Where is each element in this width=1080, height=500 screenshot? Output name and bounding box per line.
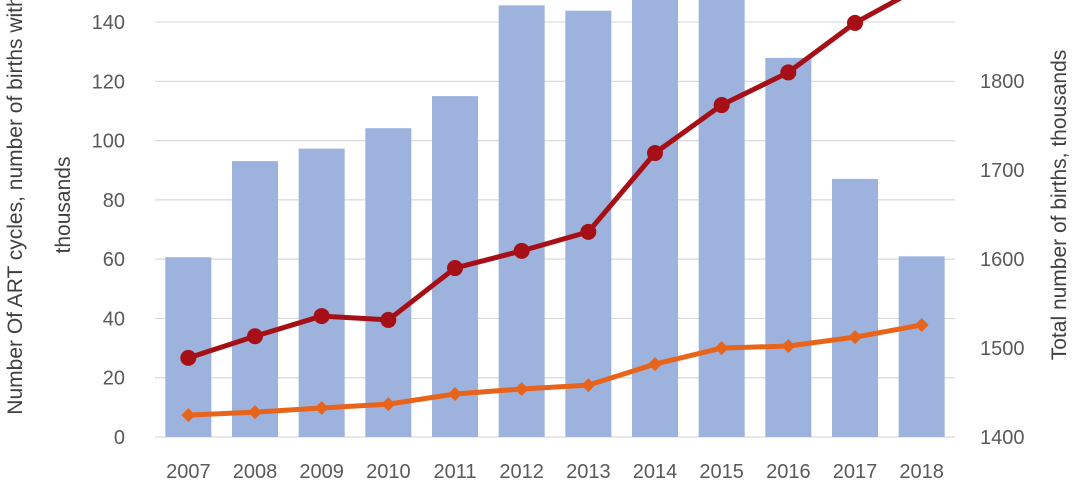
left-tick-label: 80: [103, 190, 125, 212]
data-point: [180, 349, 197, 366]
data-point: [847, 14, 863, 31]
right-tick-label: 1800: [980, 71, 1025, 93]
data-point: [580, 223, 597, 240]
right-tick-label: 1900: [980, 0, 1025, 4]
left-tick-label: 120: [92, 71, 125, 93]
bar: [765, 57, 812, 438]
gridlines: [155, 21, 955, 438]
data-point: [247, 328, 263, 345]
tick-labels: 0 20 40 60 80 100 120 140 1400 1500 1600 1700 1800 19…: [92, 0, 1025, 483]
bar: [232, 161, 278, 437]
bar: [698, 0, 745, 437]
x-tick-label: 2015: [699, 461, 744, 483]
data-point: [447, 260, 463, 277]
right-tick-label: 1500: [980, 338, 1025, 360]
x-tick-label: 2009: [299, 461, 344, 483]
bar: [298, 148, 345, 437]
x-tick-label: 2013: [566, 461, 611, 483]
data-point: [714, 341, 729, 356]
data-point: [248, 405, 262, 420]
bar: [565, 10, 612, 437]
right-tick-label: 1400: [980, 427, 1025, 449]
right-tick-label: 1700: [980, 160, 1025, 182]
line-series: [180, 0, 929, 423]
x-tick-label: 2012: [499, 461, 544, 483]
data-point: [513, 242, 530, 259]
data-point: [448, 387, 462, 402]
bar: [832, 178, 878, 437]
bar: [498, 5, 545, 437]
right-tick-label: 1600: [980, 249, 1025, 271]
bar: [898, 256, 945, 437]
x-tick-label: 2014: [633, 461, 678, 483]
data-point: [713, 97, 730, 114]
data-point: [381, 397, 396, 412]
series-line: [187, 0, 903, 361]
left-tick-label: 40: [103, 308, 125, 330]
data-point: [313, 308, 330, 325]
bar: [365, 128, 412, 438]
left-tick-label: 20: [103, 368, 125, 390]
x-tick-label: 2016: [766, 461, 811, 483]
series-line: [188, 322, 923, 418]
data-point: [380, 311, 397, 328]
left-axis-label-line2: thousands: [52, 157, 75, 254]
x-tick-label: 2010: [366, 461, 411, 483]
bar: [165, 257, 212, 437]
data-point: [848, 330, 862, 345]
data-point: [648, 357, 662, 372]
data-point: [781, 339, 796, 354]
left-tick-label: 100: [92, 131, 125, 153]
x-tick-label: 2008: [233, 461, 278, 483]
left-tick-label: 140: [92, 12, 125, 34]
x-tick-label: 2017: [833, 461, 878, 483]
data-point: [181, 408, 196, 423]
data-point: [314, 400, 329, 415]
x-tick-label: 2007: [166, 461, 211, 483]
data-point: [514, 381, 529, 396]
x-tick-label: 2018: [899, 461, 944, 483]
data-point: [647, 145, 663, 162]
right-axis-label: Total number of births, thousands: [1048, 50, 1071, 361]
left-axis-label-line1: Number Of ART cycles, number of births w…: [4, 0, 27, 415]
left-tick-label: 60: [103, 249, 125, 271]
x-tick-label: 2011: [433, 461, 476, 483]
data-point: [780, 64, 797, 81]
data-point: [914, 317, 929, 332]
data-point: [581, 378, 596, 393]
bar-series: [165, 0, 945, 438]
left-tick-label: 0: [114, 427, 125, 449]
